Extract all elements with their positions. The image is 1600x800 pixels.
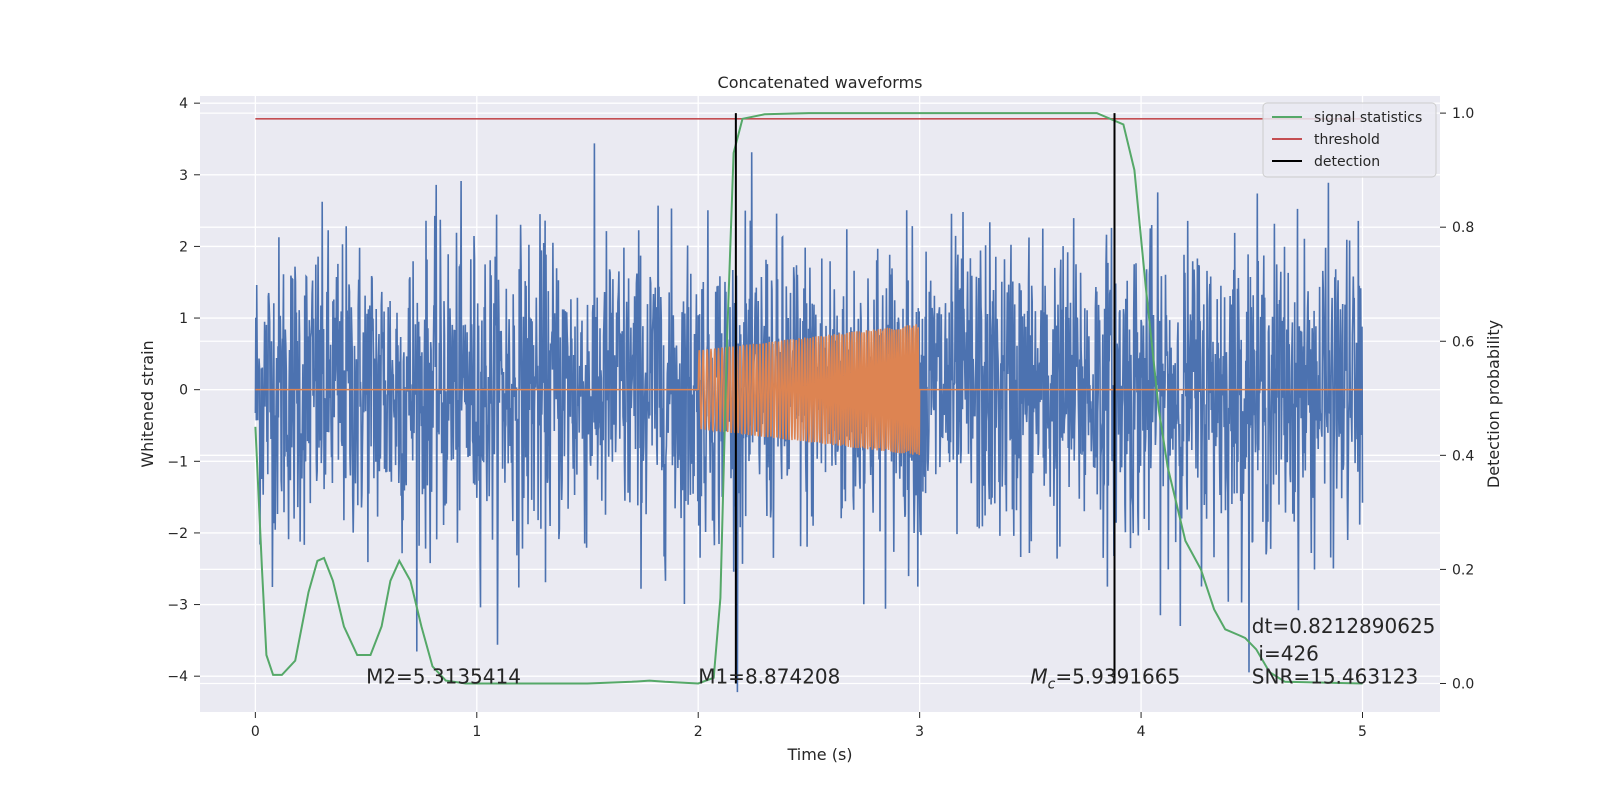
x-tick-label: 3 xyxy=(915,724,924,740)
annotation-mc-subscript: c xyxy=(1048,676,1056,692)
y-tick-label-left: 1 xyxy=(179,311,188,327)
y-tick-label-right: 0.6 xyxy=(1452,334,1474,350)
chart-title: Concatenated waveforms xyxy=(718,73,923,92)
annotation-mc-value: =5.9391665 xyxy=(1055,664,1180,688)
y-tick-label-right: 0.4 xyxy=(1452,448,1474,464)
legend-box xyxy=(1262,102,1437,178)
y-tick-label-right: 0.0 xyxy=(1452,676,1474,692)
y-tick-label-left: −4 xyxy=(167,669,188,685)
y-tick-label-left: 0 xyxy=(179,383,188,399)
y-tick-label-left: −3 xyxy=(167,598,188,614)
y-axis-label-left: Whitened strain xyxy=(138,340,157,467)
legend-label-threshold: threshold xyxy=(1314,132,1380,148)
y-tick-label-left: 4 xyxy=(179,96,188,112)
axes: 0 1 2 3 4 5 4 3 2 1 0 −1 −2 −3 −4 1.0 0.8 0.6 0.4 0.2 0.0 xyxy=(167,96,1474,740)
legend-label-signal-statistics: signal statistics xyxy=(1314,110,1422,126)
x-axis-label: Time (s) xyxy=(786,745,852,764)
y-tick-label-left: −1 xyxy=(167,454,188,470)
x-tick-label: 2 xyxy=(694,724,703,740)
y-tick-label-left: 2 xyxy=(179,239,188,255)
x-tick-label: 4 xyxy=(1137,724,1146,740)
annotation-mc-symbol: M xyxy=(1030,664,1047,688)
y-tick-label-right: 1.0 xyxy=(1452,106,1474,122)
y-tick-label-right: 0.2 xyxy=(1452,562,1474,578)
x-tick-label: 0 xyxy=(251,724,260,740)
annotation-m1: M1=8.874208 xyxy=(698,664,840,688)
y-tick-label-left: −2 xyxy=(167,526,188,542)
y-axis-label-right: Detection probability xyxy=(1484,320,1503,488)
annotation-snr: SNR=15.463123 xyxy=(1252,664,1418,688)
injected-waveform-line xyxy=(255,324,1363,456)
annotation-dt: dt=0.8212890625 xyxy=(1252,614,1436,638)
annotation-mc: Mc=5.9391665 xyxy=(1030,664,1180,692)
y-tick-label-right: 0.8 xyxy=(1452,220,1474,236)
data-layer xyxy=(254,112,1364,693)
x-tick-label: 1 xyxy=(472,724,481,740)
x-tick-label: 5 xyxy=(1358,724,1367,740)
signal-statistics-line xyxy=(254,112,1363,685)
y-tick-label-left: 3 xyxy=(179,168,188,184)
annotation-index: i=426 xyxy=(1258,641,1319,665)
annotation-m2: M2=5.3135414 xyxy=(366,664,521,688)
annotations: M2=5.3135414 M1=8.874208 Mc=5.9391665 dt… xyxy=(366,614,1435,692)
legend-label-detection: detection xyxy=(1314,154,1380,170)
legend: signal statistics threshold detection xyxy=(1262,102,1437,178)
